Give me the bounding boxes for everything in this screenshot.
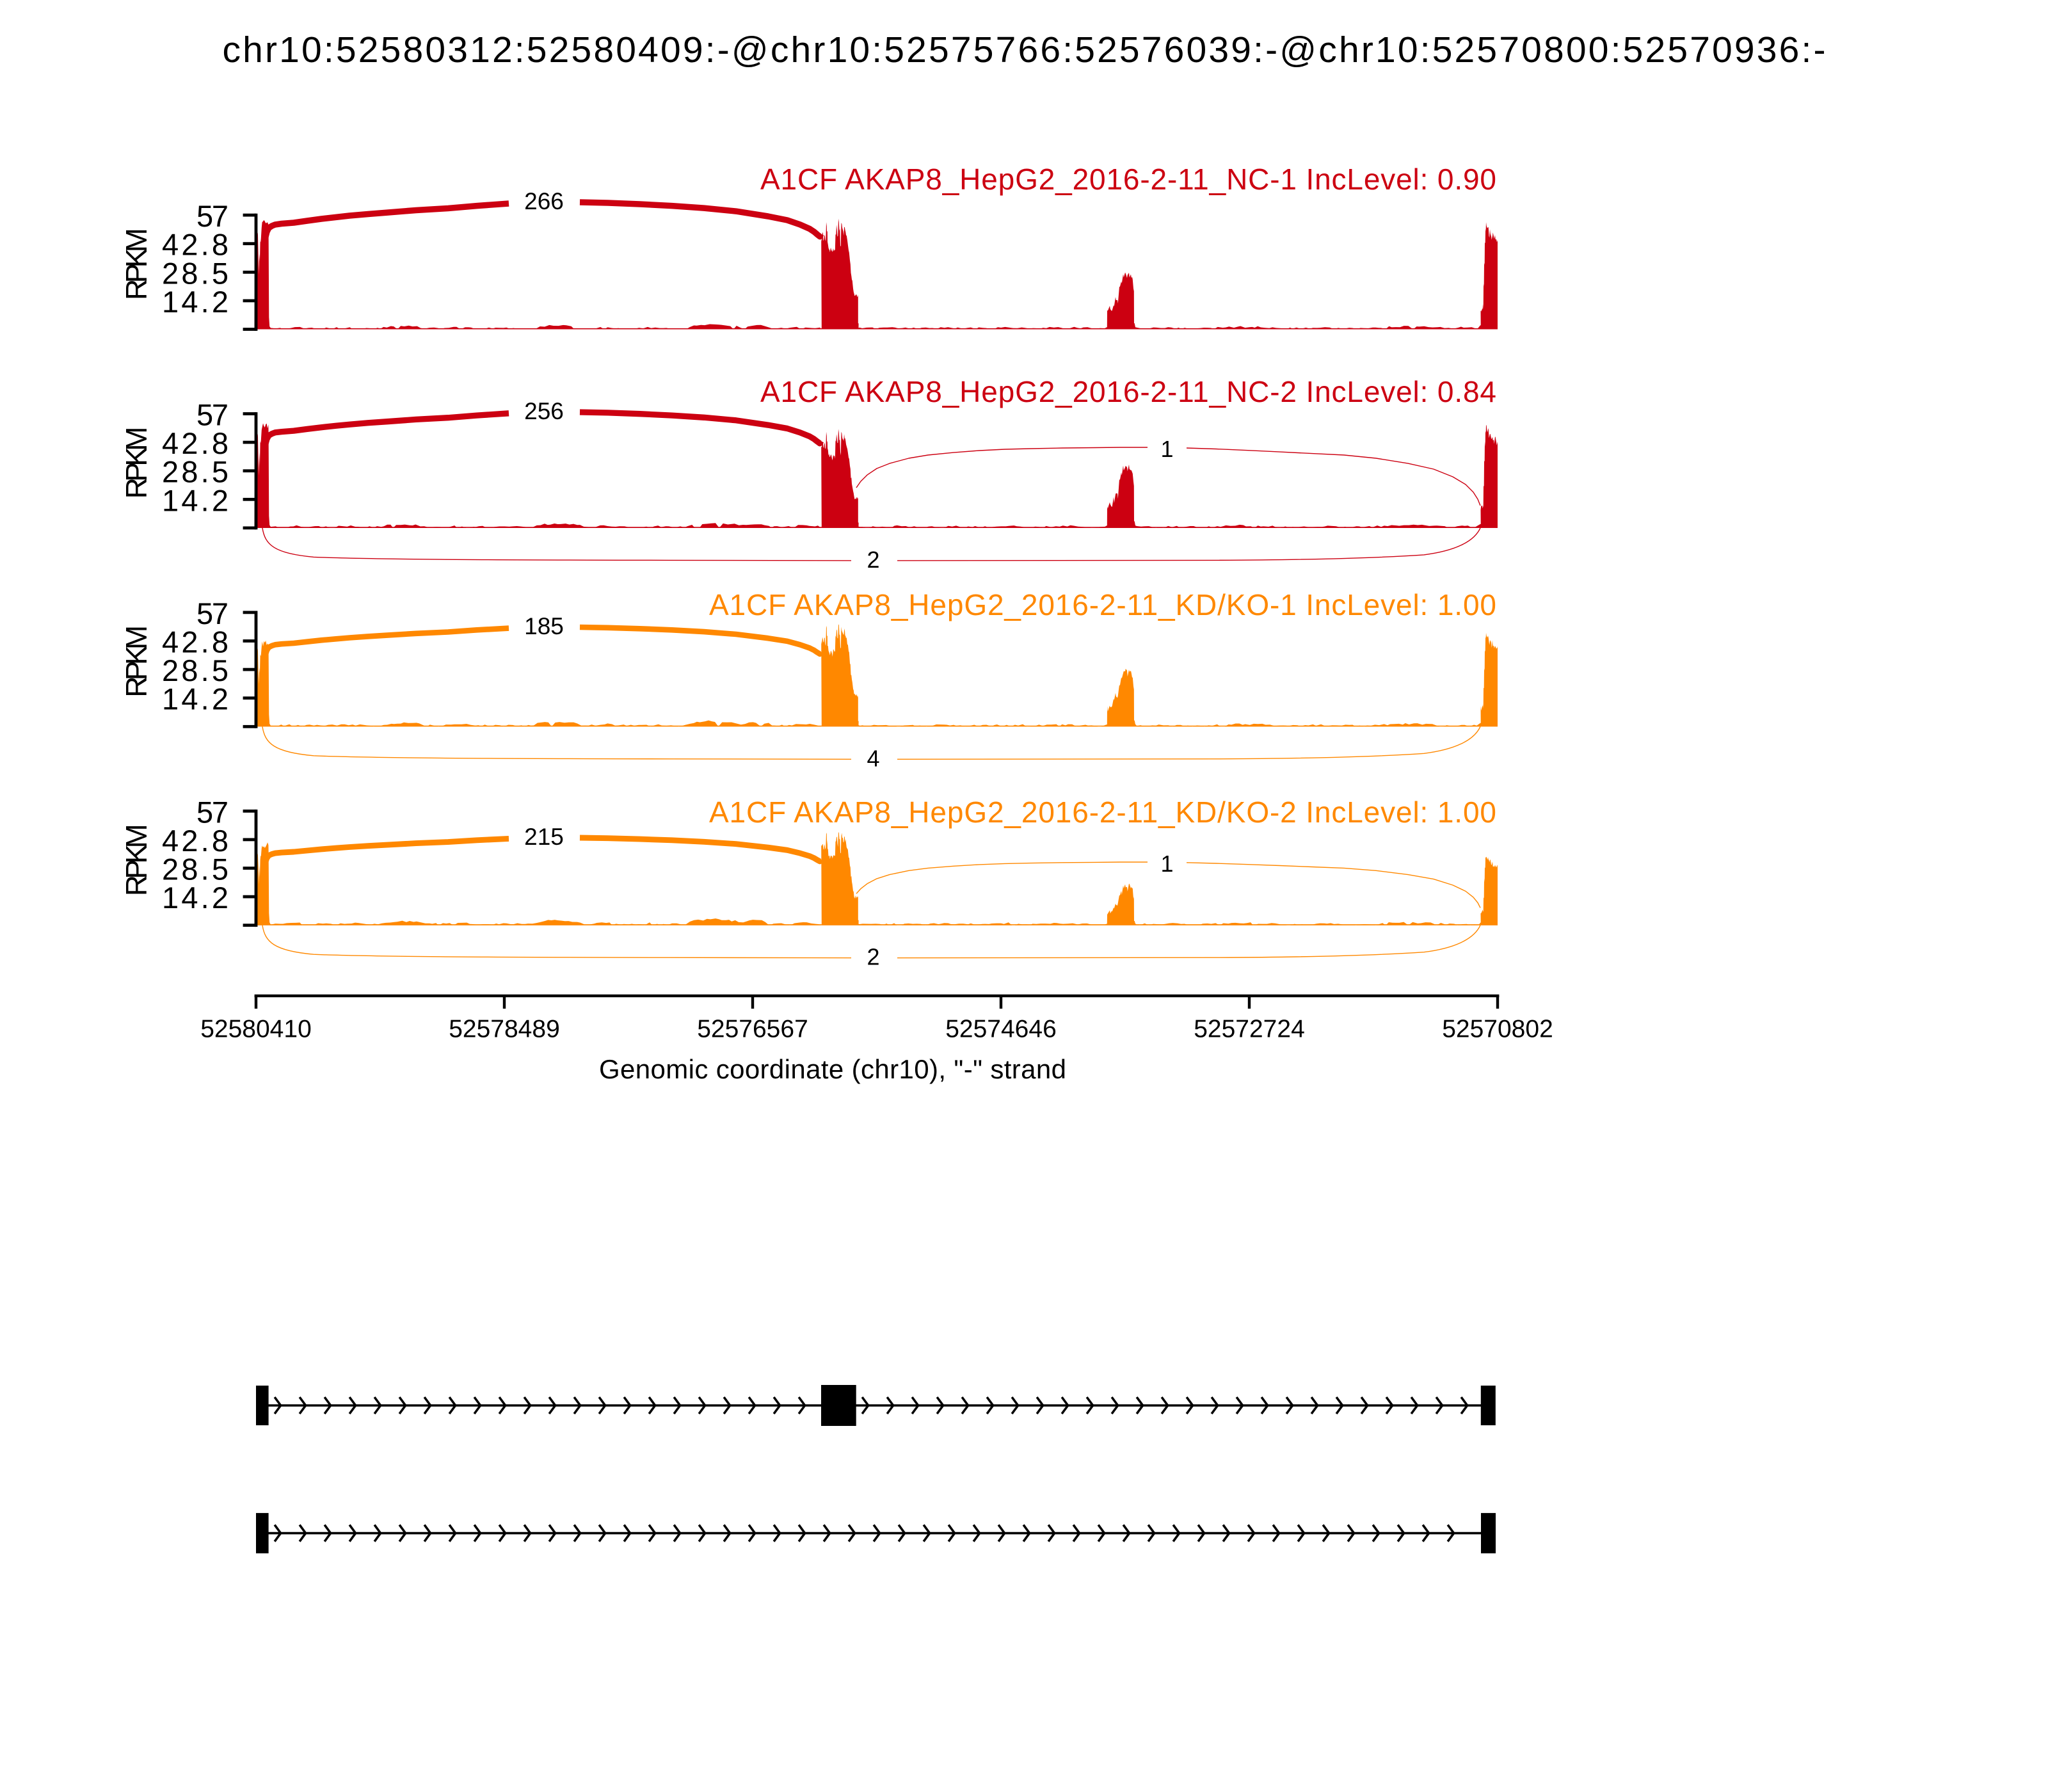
svg-text:28.5: 28.5 — [162, 455, 228, 489]
svg-text:52570802: 52570802 — [1442, 1016, 1553, 1043]
svg-text:Genomic coordinate (chr10), "-: Genomic coordinate (chr10), "-" strand — [599, 1054, 1066, 1084]
svg-text:4: 4 — [867, 745, 879, 771]
svg-text:1: 1 — [1160, 436, 1173, 462]
svg-text:14.2: 14.2 — [162, 881, 228, 915]
svg-text:RPKM: RPKM — [120, 625, 153, 698]
svg-text:RPKM: RPKM — [120, 824, 153, 896]
svg-text:A1CF AKAP8_HepG2_2016-2-11_NC-: A1CF AKAP8_HepG2_2016-2-11_NC-1 IncLevel… — [760, 163, 1496, 196]
svg-text:52578489: 52578489 — [449, 1016, 560, 1043]
svg-text:14.2: 14.2 — [162, 682, 228, 716]
svg-text:52572724: 52572724 — [1194, 1016, 1305, 1043]
svg-text:256: 256 — [524, 398, 564, 424]
svg-text:57: 57 — [196, 199, 228, 233]
svg-text:28.5: 28.5 — [162, 653, 228, 687]
svg-text:215: 215 — [524, 824, 564, 850]
svg-text:1: 1 — [1160, 851, 1173, 877]
svg-text:57: 57 — [196, 596, 228, 630]
svg-text:A1CF AKAP8_HepG2_2016-2-11_KD/: A1CF AKAP8_HepG2_2016-2-11_KD/KO-1 IncLe… — [709, 588, 1496, 621]
svg-text:52580410: 52580410 — [200, 1016, 312, 1043]
svg-text:185: 185 — [524, 613, 564, 639]
svg-text:chr10:52580312:52580409:-@chr1: chr10:52580312:52580409:-@chr10:52575766… — [223, 29, 1826, 70]
svg-text:A1CF AKAP8_HepG2_2016-2-11_NC-: A1CF AKAP8_HepG2_2016-2-11_NC-2 IncLevel… — [760, 375, 1496, 408]
svg-text:28.5: 28.5 — [162, 852, 228, 886]
svg-text:14.2: 14.2 — [162, 483, 228, 517]
svg-text:52576567: 52576567 — [697, 1016, 808, 1043]
svg-text:14.2: 14.2 — [162, 285, 228, 319]
svg-text:2: 2 — [867, 547, 879, 573]
svg-text:266: 266 — [524, 188, 564, 214]
svg-text:42.8: 42.8 — [162, 824, 228, 858]
svg-text:42.8: 42.8 — [162, 625, 228, 659]
svg-text:RPKM: RPKM — [120, 228, 153, 300]
svg-text:52574646: 52574646 — [945, 1016, 1057, 1043]
svg-text:RPKM: RPKM — [120, 426, 153, 499]
svg-text:57: 57 — [196, 795, 228, 829]
svg-text:A1CF AKAP8_HepG2_2016-2-11_KD/: A1CF AKAP8_HepG2_2016-2-11_KD/KO-2 IncLe… — [709, 796, 1496, 829]
svg-text:42.8: 42.8 — [162, 426, 228, 460]
svg-text:42.8: 42.8 — [162, 228, 228, 262]
svg-text:28.5: 28.5 — [162, 256, 228, 290]
svg-text:57: 57 — [196, 398, 228, 432]
svg-text:2: 2 — [867, 944, 879, 970]
